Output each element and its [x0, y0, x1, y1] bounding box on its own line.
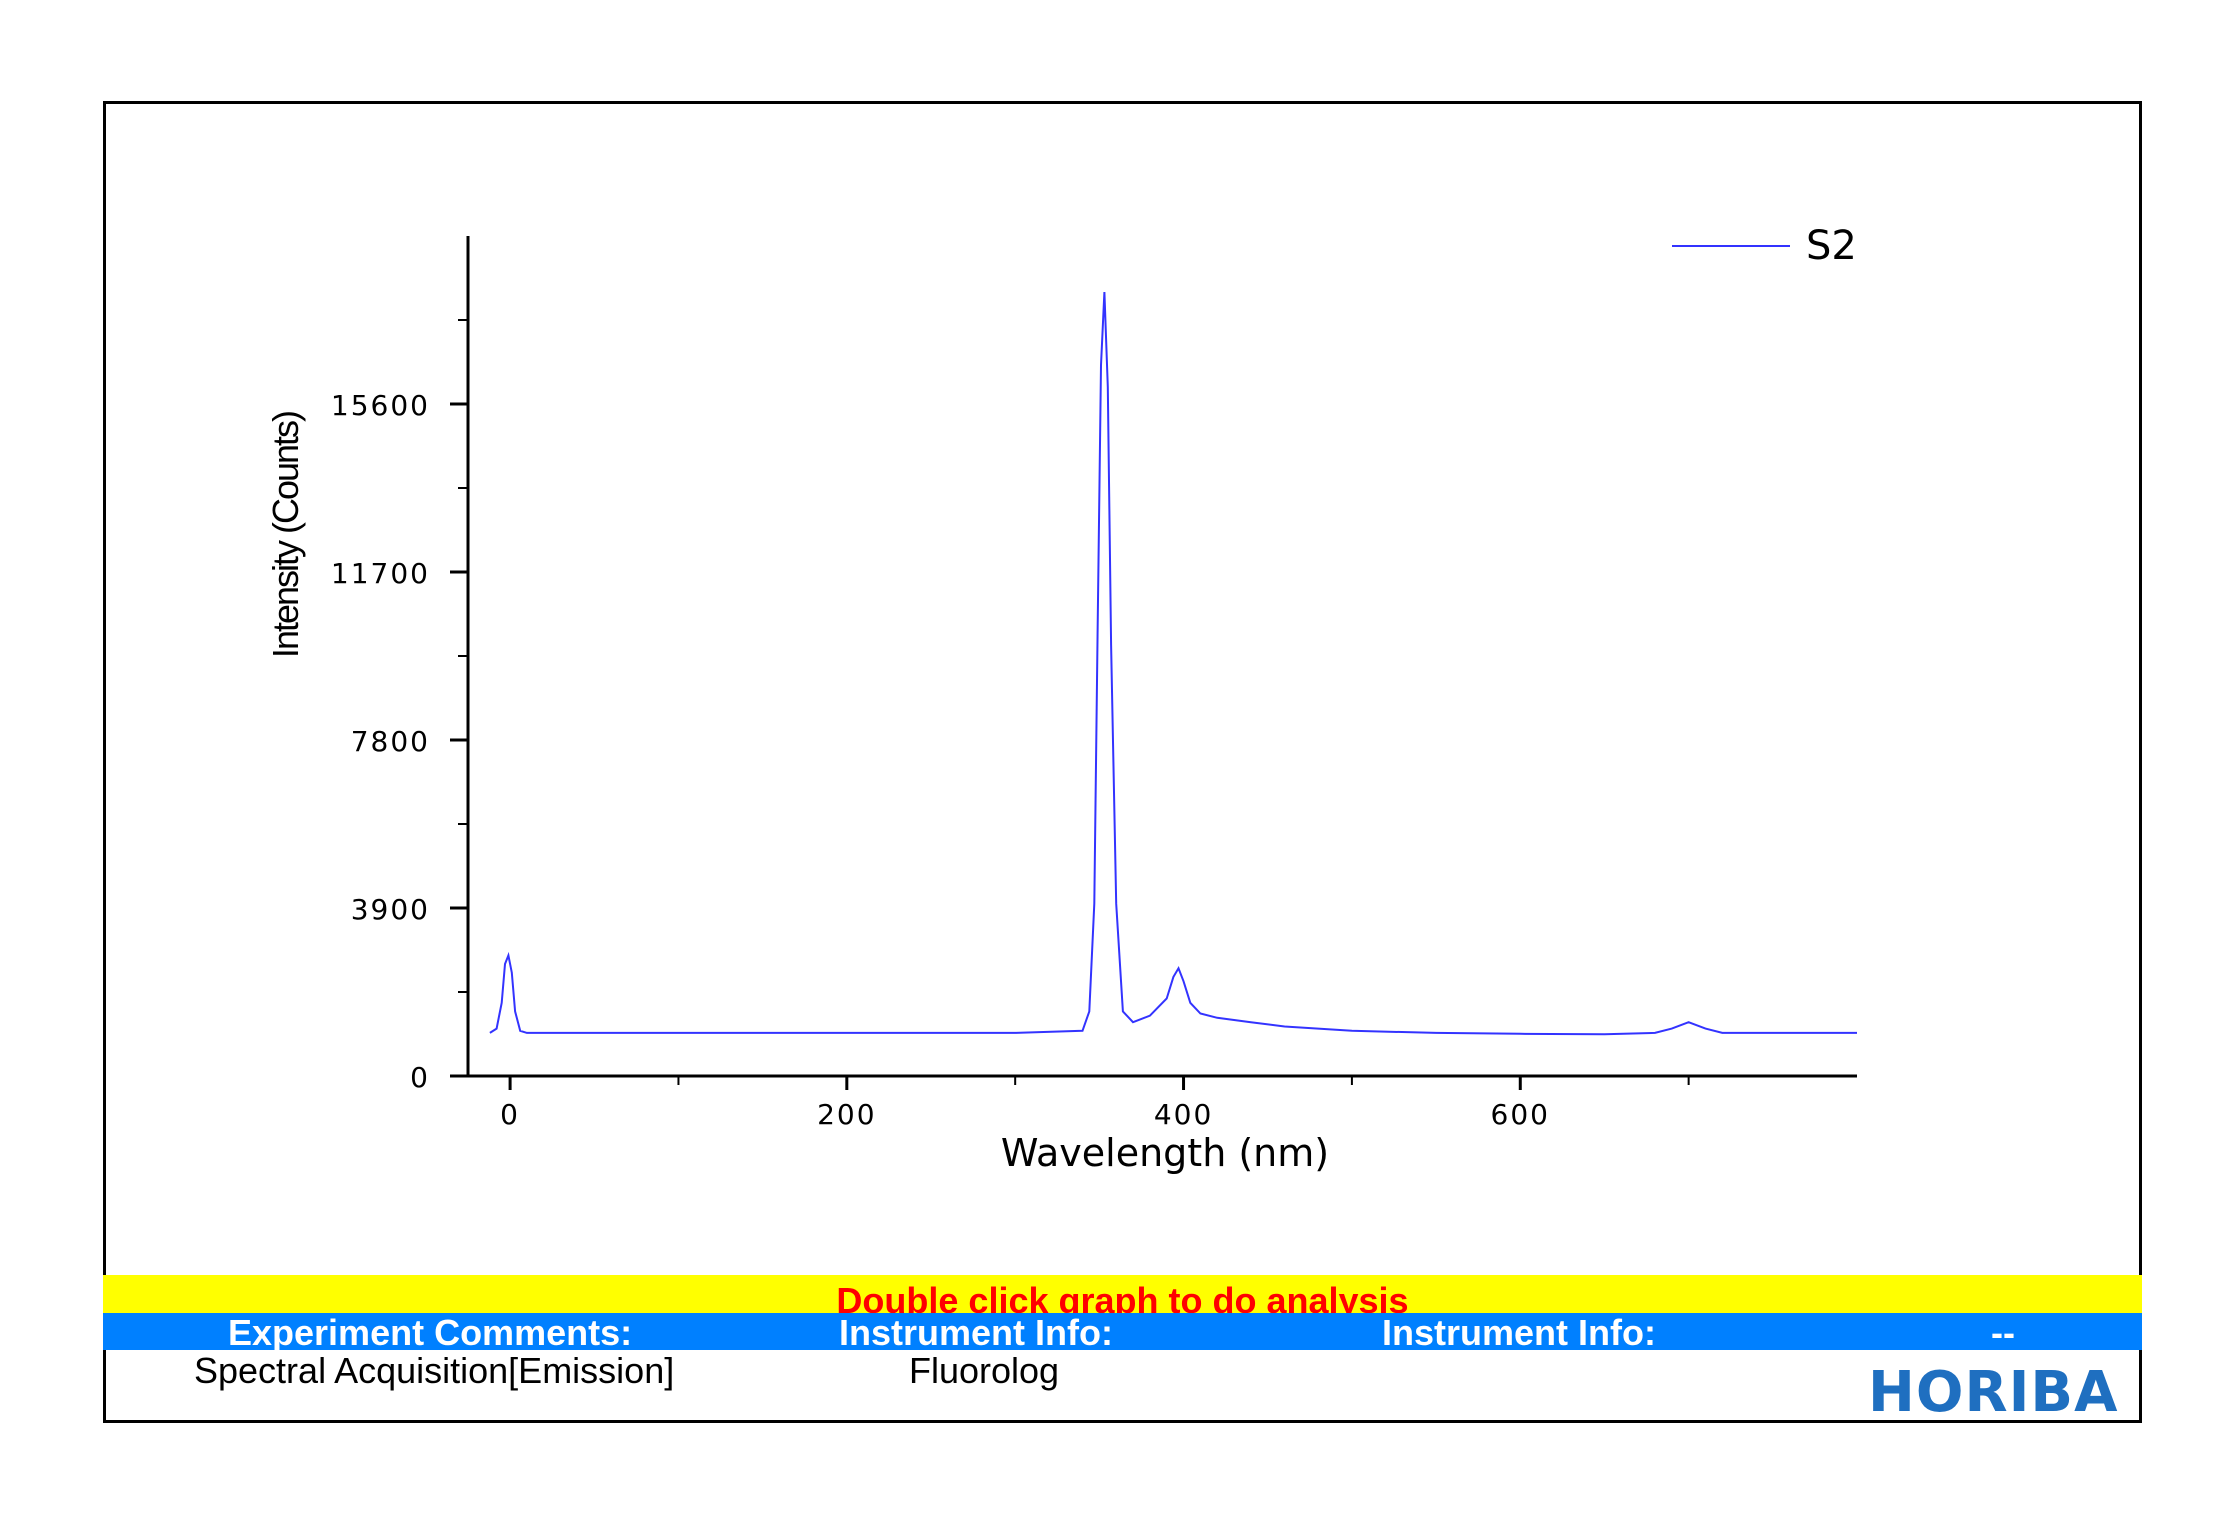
y-tick-label: 3900 [351, 893, 430, 926]
chart-legend: S2 [1672, 223, 1857, 269]
experiment-comments-label: Experiment Comments: [228, 1313, 633, 1351]
legend-label: S2 [1806, 223, 1857, 269]
y-tick-label: 15600 [331, 389, 430, 422]
instrument-info-label-2: Instrument Info: [1382, 1313, 1656, 1351]
info-header-bar: Experiment Comments: Instrument Info: In… [103, 1313, 2142, 1350]
y-tick-label: 7800 [351, 725, 430, 758]
y-tick-label: 0 [410, 1061, 430, 1094]
series-layer [489, 291, 1857, 1036]
series-line-s2 [489, 291, 1857, 1036]
horiba-logo: HORIBA [1868, 1360, 2119, 1425]
chart-ticks: 0 3900 7800 11700 15600 0 200 400 600 [331, 319, 1690, 1131]
instrument-info-label: Instrument Info: [839, 1313, 1113, 1351]
x-tick-label: 0 [500, 1098, 520, 1131]
x-tick-label: 400 [1154, 1098, 1213, 1131]
experiment-comments-value: Spectral Acquisition[Emission] [194, 1350, 675, 1391]
report-frame [103, 101, 2142, 1423]
instrument-info-value: Fluorolog [909, 1350, 1060, 1391]
x-tick-label: 600 [1491, 1098, 1550, 1131]
placeholder-dash: -- [1991, 1313, 2015, 1351]
x-tick-label: 200 [817, 1098, 876, 1131]
y-tick-label: 11700 [331, 557, 430, 590]
y-axis-label: Intensity (Counts) [265, 412, 306, 658]
analysis-banner-text: Double click graph to do analysis [836, 1280, 1409, 1313]
chart-axes [466, 236, 1857, 1078]
analysis-banner[interactable]: Double click graph to do analysis [103, 1275, 2142, 1313]
x-axis-label: Wavelength (nm) [1001, 1131, 1329, 1175]
